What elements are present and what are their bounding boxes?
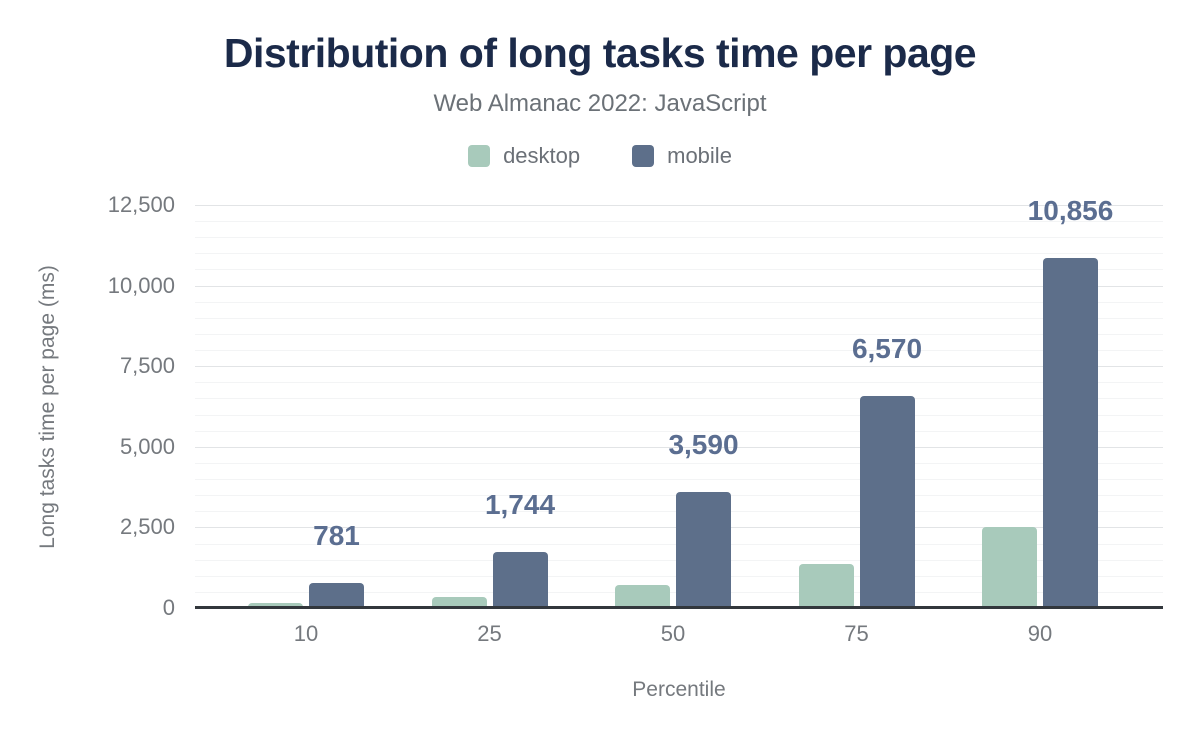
- y-axis-title: Long tasks time per page (ms): [36, 265, 59, 549]
- bar-mobile-p10[interactable]: [309, 583, 364, 608]
- gridline-minor: [195, 333, 1163, 335]
- x-axis-line: [195, 606, 1163, 609]
- y-tick-label: 2,500: [119, 514, 175, 540]
- gridline-minor: [195, 237, 1163, 239]
- legend-item-desktop[interactable]: desktop: [468, 143, 580, 169]
- gridline-major: [195, 366, 1163, 368]
- bar-value-label: 10,856: [1027, 195, 1114, 226]
- gridline-minor: [195, 430, 1163, 432]
- x-tick-label: 50: [660, 621, 686, 646]
- gridline-minor: [195, 462, 1163, 464]
- y-tick-label: 0: [162, 595, 175, 620]
- gridline-minor: [195, 221, 1163, 223]
- gridline-minor: [195, 317, 1163, 319]
- x-tick-label: 25: [477, 621, 502, 646]
- y-tick-label: 10,000: [107, 272, 175, 298]
- bar-mobile-p75[interactable]: [859, 396, 915, 608]
- x-tick-label: 10: [293, 621, 319, 646]
- x-tick-label: 75: [844, 621, 869, 646]
- gridline-minor: [195, 398, 1163, 400]
- chart-title: Distribution of long tasks time per page: [223, 30, 977, 76]
- bar-desktop-p90[interactable]: [982, 527, 1037, 608]
- bar-value-label: 6,570: [851, 333, 923, 364]
- y-tick-label: 12,500: [107, 192, 175, 217]
- gridline-minor: [195, 301, 1163, 303]
- gridline-minor: [195, 269, 1163, 271]
- legend: desktop mobile: [0, 143, 1200, 169]
- gridline-minor: [195, 253, 1163, 255]
- gridline-minor: [195, 382, 1163, 384]
- bar-value-label: 1,744: [484, 489, 556, 520]
- legend-label: mobile: [667, 143, 732, 168]
- x-axis-title: Percentile: [632, 678, 726, 701]
- bar-desktop-p75[interactable]: [798, 564, 854, 608]
- gridline-minor: [195, 479, 1163, 481]
- gridline-major: [195, 205, 1163, 206]
- gridline-minor: [195, 350, 1163, 352]
- y-tick-label: 5,000: [119, 433, 175, 459]
- gridline-major: [195, 446, 1163, 448]
- bar-value-label: 781: [313, 520, 360, 551]
- legend-item-mobile[interactable]: mobile: [632, 143, 732, 169]
- chart-subtitle: Web Almanac 2022: JavaScript: [433, 90, 767, 117]
- bar-mobile-p90[interactable]: [1043, 258, 1098, 608]
- bar-value-label: 3,590: [668, 429, 739, 460]
- bar-desktop-p25[interactable]: [431, 597, 487, 608]
- bar-mobile-p50[interactable]: [676, 492, 731, 608]
- y-tick-label: 7,500: [119, 353, 175, 379]
- bar-desktop-p50[interactable]: [615, 585, 670, 608]
- gridline-minor: [195, 414, 1163, 416]
- bar-mobile-p25[interactable]: [492, 552, 548, 608]
- bar-desktop-p10[interactable]: [248, 603, 303, 608]
- x-tick-label: 90: [1027, 621, 1053, 646]
- legend-swatch-mobile: [632, 145, 655, 167]
- gridline-major: [195, 285, 1163, 287]
- legend-label: desktop: [503, 143, 581, 168]
- legend-swatch-desktop: [468, 145, 491, 167]
